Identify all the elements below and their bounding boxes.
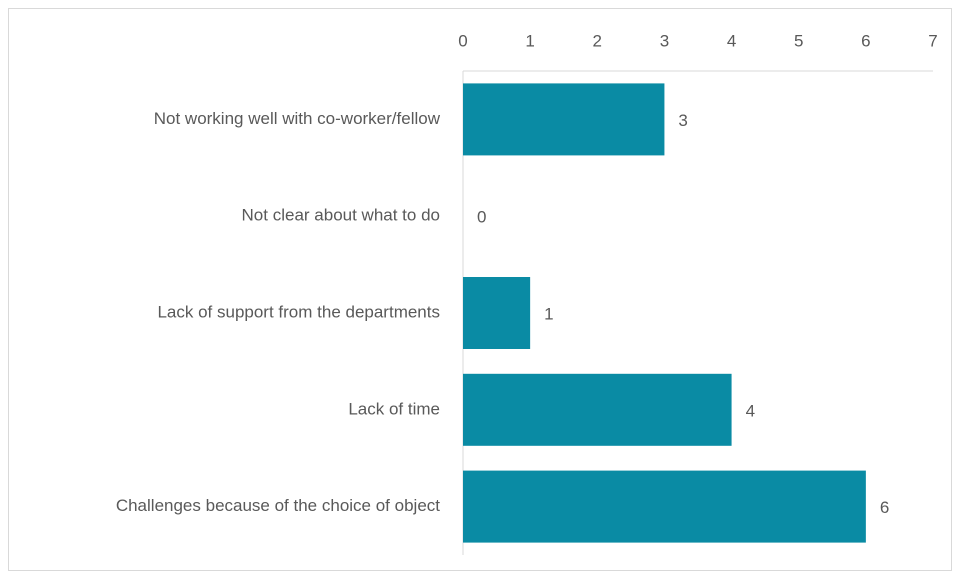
- data-label: 4: [746, 401, 755, 420]
- data-label: 6: [880, 498, 889, 517]
- y-tick-label: Lack of support from the departments: [157, 302, 440, 321]
- y-tick-label: Not clear about what to do: [242, 206, 440, 225]
- data-label: 3: [678, 111, 687, 130]
- x-tick-label: 5: [794, 31, 803, 50]
- y-tick-label: Lack of time: [348, 399, 440, 418]
- x-tick-label: 2: [593, 31, 602, 50]
- x-tick-label: 0: [458, 31, 467, 50]
- bar: [463, 470, 866, 543]
- bar: [463, 277, 531, 349]
- data-label: 0: [477, 208, 486, 227]
- x-tick-label: 6: [861, 31, 870, 50]
- data-label: 1: [544, 304, 553, 323]
- x-tick-label: 1: [525, 31, 534, 50]
- x-tick-label: 4: [727, 31, 736, 50]
- x-tick-label: 7: [928, 31, 937, 50]
- x-tick-label: 3: [660, 31, 669, 50]
- y-tick-label: Challenges because of the choice of obje…: [116, 496, 440, 515]
- bar: [463, 83, 665, 156]
- y-tick-label: Not working well with co-worker/fellow: [154, 109, 441, 128]
- bar: [463, 373, 732, 446]
